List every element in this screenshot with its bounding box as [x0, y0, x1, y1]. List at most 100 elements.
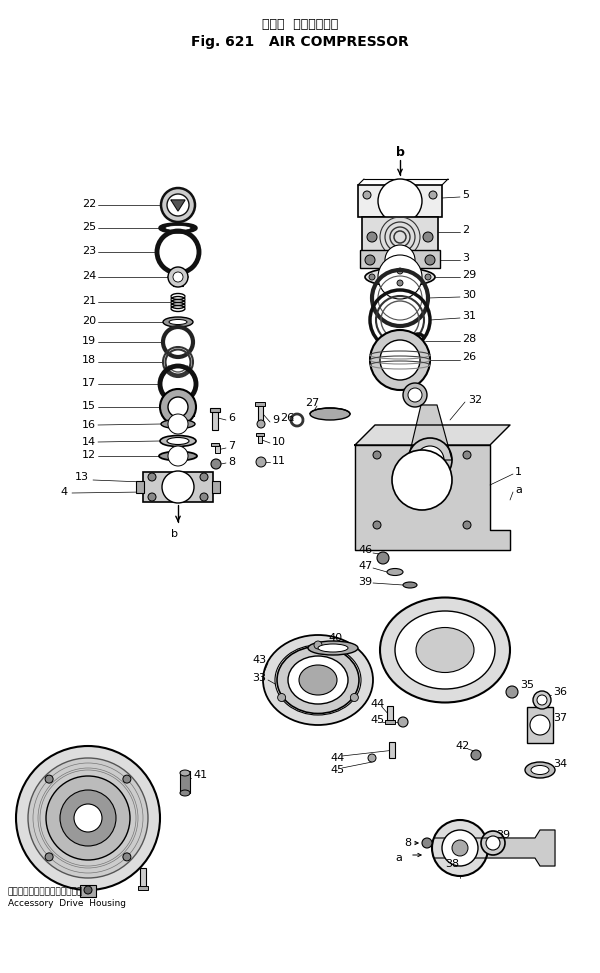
Bar — [138, 886, 148, 890]
Text: 5: 5 — [462, 190, 469, 200]
Circle shape — [425, 274, 431, 280]
Text: 8: 8 — [404, 838, 411, 848]
Ellipse shape — [318, 644, 348, 652]
Bar — [385, 720, 395, 724]
Text: 37: 37 — [553, 713, 567, 723]
Ellipse shape — [531, 766, 549, 775]
Text: 44: 44 — [330, 753, 344, 763]
Circle shape — [200, 473, 208, 481]
Circle shape — [486, 836, 500, 850]
Text: 20: 20 — [82, 316, 96, 326]
Text: 40: 40 — [328, 633, 342, 643]
Bar — [258, 404, 263, 422]
Circle shape — [148, 473, 156, 481]
Text: アクセサリドライブハウジング: アクセサリドライブハウジング — [8, 887, 83, 896]
Circle shape — [398, 717, 408, 727]
Bar — [143, 472, 213, 502]
Circle shape — [506, 686, 518, 698]
Circle shape — [211, 459, 221, 469]
Bar — [211, 443, 219, 446]
Bar — [215, 445, 220, 453]
Bar — [527, 707, 553, 743]
Ellipse shape — [387, 568, 403, 575]
Circle shape — [463, 521, 471, 529]
Polygon shape — [171, 200, 185, 211]
Polygon shape — [435, 830, 555, 866]
Ellipse shape — [169, 319, 187, 325]
Circle shape — [161, 188, 195, 222]
Circle shape — [257, 420, 265, 428]
Circle shape — [45, 853, 53, 861]
Circle shape — [363, 191, 371, 199]
Bar — [358, 185, 442, 217]
Polygon shape — [355, 445, 510, 550]
Circle shape — [397, 280, 403, 286]
Circle shape — [314, 641, 322, 649]
Text: 44: 44 — [370, 699, 384, 709]
Circle shape — [378, 179, 422, 223]
Bar — [387, 706, 393, 722]
Text: 35: 35 — [520, 680, 534, 690]
Ellipse shape — [180, 790, 190, 796]
Circle shape — [365, 255, 375, 265]
Circle shape — [28, 758, 148, 878]
Text: 18: 18 — [82, 355, 96, 365]
Circle shape — [168, 397, 188, 417]
Text: a: a — [515, 485, 522, 495]
Text: 30: 30 — [462, 290, 476, 300]
Circle shape — [422, 838, 432, 848]
Circle shape — [168, 267, 188, 287]
Circle shape — [416, 446, 444, 474]
Text: 29: 29 — [462, 270, 476, 280]
Circle shape — [123, 853, 131, 861]
Text: 36: 36 — [553, 687, 567, 697]
Text: 45: 45 — [370, 715, 384, 725]
Text: b: b — [395, 146, 404, 159]
Circle shape — [45, 775, 53, 783]
Text: 28: 28 — [462, 334, 476, 344]
Circle shape — [432, 820, 488, 876]
Ellipse shape — [525, 762, 555, 778]
Text: 15: 15 — [82, 401, 96, 411]
Ellipse shape — [167, 438, 189, 445]
Circle shape — [256, 457, 266, 467]
Ellipse shape — [275, 645, 361, 715]
Bar — [80, 885, 96, 897]
Ellipse shape — [161, 419, 195, 428]
Ellipse shape — [416, 628, 474, 672]
Polygon shape — [355, 425, 510, 445]
Polygon shape — [408, 405, 452, 460]
Text: Accessory  Drive  Housing: Accessory Drive Housing — [8, 899, 126, 909]
Circle shape — [200, 493, 208, 501]
Circle shape — [16, 746, 160, 890]
Text: 45: 45 — [330, 765, 344, 775]
Circle shape — [84, 886, 92, 894]
Circle shape — [370, 330, 430, 390]
Text: 11: 11 — [272, 456, 286, 466]
Circle shape — [392, 450, 452, 510]
Circle shape — [373, 521, 381, 529]
Text: 12: 12 — [82, 450, 96, 460]
Ellipse shape — [310, 408, 350, 420]
Circle shape — [530, 715, 550, 735]
Circle shape — [60, 790, 116, 846]
Bar — [180, 771, 190, 793]
Ellipse shape — [395, 611, 495, 689]
Text: 1: 1 — [515, 467, 522, 477]
Circle shape — [148, 493, 156, 501]
Text: 34: 34 — [553, 759, 567, 769]
Text: a: a — [395, 853, 402, 863]
Circle shape — [167, 194, 189, 216]
Text: b: b — [172, 529, 179, 539]
Text: 21: 21 — [82, 296, 96, 306]
Text: 23: 23 — [82, 246, 96, 256]
Text: 33: 33 — [252, 673, 266, 683]
Circle shape — [378, 255, 422, 299]
Text: Fig. 621   AIR COMPRESSOR: Fig. 621 AIR COMPRESSOR — [191, 35, 409, 49]
Text: 7: 7 — [228, 441, 235, 451]
Circle shape — [397, 268, 403, 274]
Text: 32: 32 — [468, 395, 482, 405]
Circle shape — [368, 754, 376, 762]
Circle shape — [442, 830, 478, 866]
Text: 16: 16 — [82, 420, 96, 430]
